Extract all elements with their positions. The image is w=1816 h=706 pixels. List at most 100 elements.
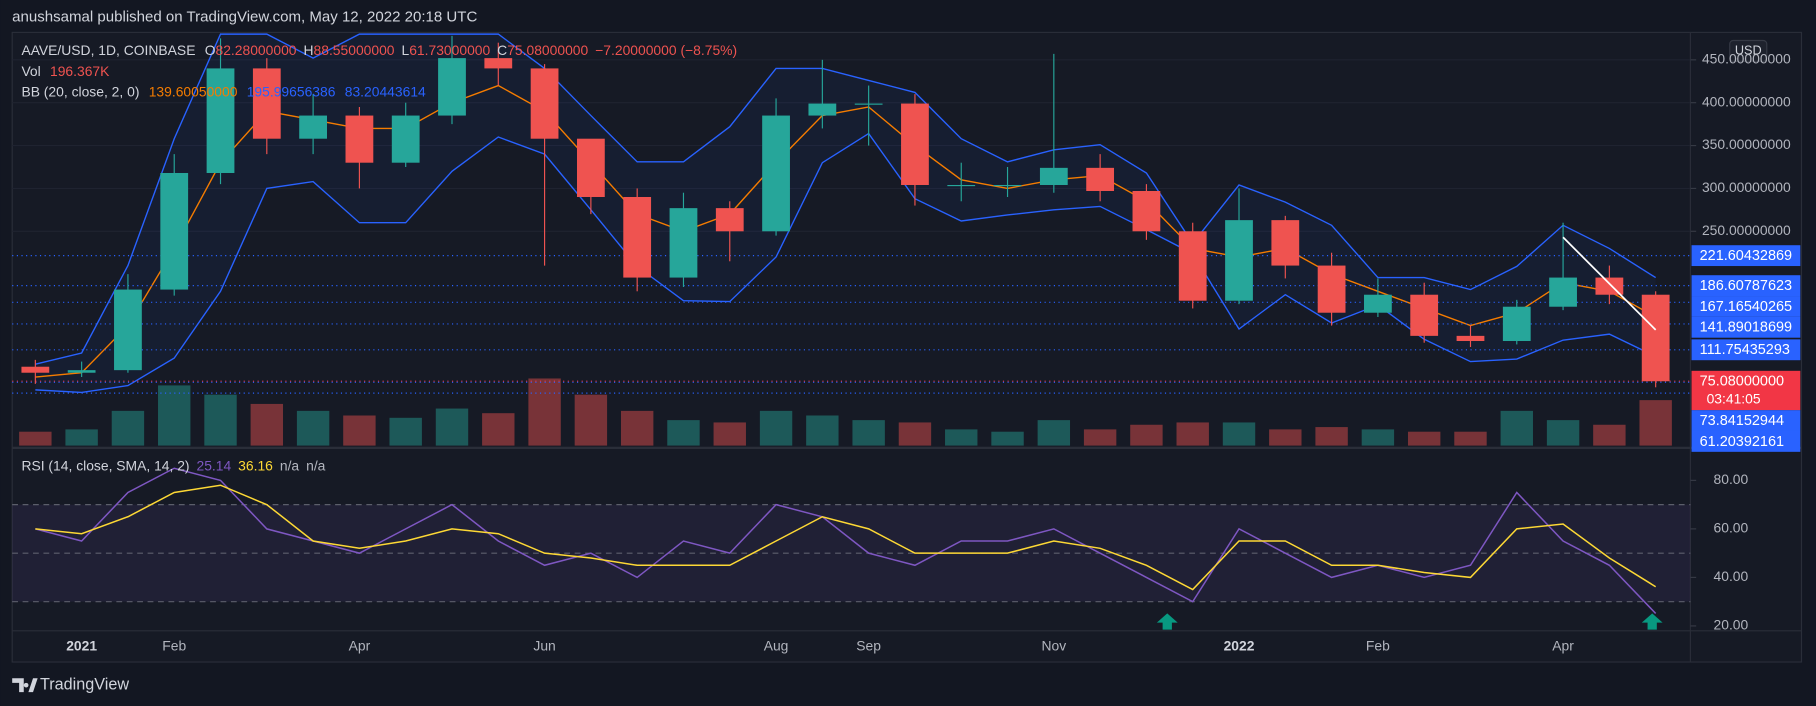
volume-bar — [1639, 400, 1672, 446]
plot-layer: 250.00000000 300.00000000 350.00000000 400.… — [12, 33, 1801, 654]
volume-bar — [158, 385, 191, 446]
y-tick-label: 40.00 — [1714, 568, 1749, 584]
volume-bar — [713, 422, 746, 446]
volume-bar — [1083, 429, 1117, 446]
volume-bar — [806, 415, 839, 446]
price-level-box — [1691, 316, 1801, 338]
legend-line: AAVE/USD, 1D, COINBASE O82.28000000 H88.55… — [21, 42, 737, 58]
volume-bar — [250, 403, 284, 446]
volume-bar — [389, 417, 422, 446]
rsi-legend: RSI (14, close, SMA, 14, 2) 25.14 36.16 n/a… — [21, 457, 325, 473]
bollinger-reading: 195.99656386 — [247, 83, 336, 99]
volume-bar — [574, 394, 608, 446]
candle-body — [1178, 231, 1207, 301]
price-level-label: 141.89018699 — [1700, 320, 1792, 336]
candle-body — [576, 138, 605, 197]
price-level-box — [1691, 275, 1801, 297]
candle-body — [993, 184, 1022, 187]
rsi-reading: n/a — [306, 457, 326, 473]
y-tick-label: 20.00 — [1714, 617, 1749, 633]
rsi-line — [35, 467, 1657, 614]
volume-bar — [1269, 429, 1302, 446]
logo[interactable]: TradingView — [12, 675, 129, 693]
y-tick-label: 450.00000000 — [1702, 51, 1791, 67]
countdown: 03:41:05 — [1707, 390, 1761, 406]
bollinger-reading: 83.20443614 — [345, 83, 426, 99]
candle-body — [1317, 265, 1346, 313]
volume-bar — [1361, 429, 1395, 446]
volume-bar — [1546, 420, 1580, 446]
price-level-box — [1691, 370, 1801, 411]
candle-body — [1502, 306, 1531, 342]
candle-body — [1456, 335, 1485, 342]
volume-bar — [435, 408, 469, 446]
currency-button[interactable] — [1729, 39, 1768, 62]
arrow-marker — [1156, 613, 1178, 630]
volume-name: Vol — [21, 62, 40, 78]
volume-bar — [343, 415, 376, 446]
candle-body — [854, 103, 883, 105]
candle-body — [1549, 277, 1577, 307]
volume-bar — [852, 420, 885, 446]
price-level-box — [1691, 410, 1801, 431]
candle-body — [67, 370, 96, 373]
ohlc-value: 88.55000000 — [314, 42, 395, 58]
volume-bar — [945, 429, 978, 446]
legend-line: Vol 196.367K — [21, 62, 110, 78]
logo-icon[interactable] — [12, 678, 38, 693]
y-tick-label: 300.00000000 — [1702, 179, 1791, 195]
price-level-label: 167.16540265 — [1700, 299, 1792, 315]
x-tick-label: Apr — [349, 638, 371, 654]
x-tick-label: Feb — [1366, 638, 1390, 654]
price-level-box — [1691, 245, 1801, 267]
price-level-box — [1691, 430, 1801, 452]
currency-label[interactable]: USD — [1735, 42, 1762, 57]
ohlc-label: H — [303, 42, 313, 58]
candle-body — [160, 172, 189, 290]
price-level-label: 75.08000000 — [1700, 374, 1784, 390]
logo-text[interactable]: TradingView — [40, 675, 129, 693]
price-level-box — [1691, 339, 1801, 361]
y-tick-label: 60.00 — [1714, 520, 1749, 536]
x-tick-label: 2022 — [1224, 638, 1255, 654]
y-tick-label: 350.00000000 — [1702, 136, 1791, 152]
y-tick-label: 80.00 — [1714, 471, 1749, 487]
candle-body — [21, 366, 50, 373]
volume-bar — [1222, 422, 1256, 446]
candle-body — [1086, 167, 1115, 191]
candle-body — [808, 103, 837, 116]
candle-body — [114, 289, 142, 371]
price-level-box — [1691, 296, 1801, 317]
volume-bar — [111, 410, 145, 446]
volume-bar — [19, 431, 52, 446]
candle-body — [1225, 220, 1253, 301]
volume-bar — [1315, 427, 1348, 446]
trendline — [1562, 236, 1657, 331]
volume-bar — [1500, 410, 1533, 446]
candle-body — [762, 115, 790, 232]
rsi-reading: n/a — [280, 457, 300, 473]
markers — [1156, 613, 1663, 630]
candle-body — [345, 115, 374, 163]
bollinger-name: BB (20, close, 2, 0) — [21, 83, 139, 99]
rsi-line — [35, 484, 1657, 591]
candle-body — [299, 115, 327, 139]
ohlc-value: 82.28000000 — [216, 42, 297, 58]
volume-bar — [296, 410, 330, 446]
symbol: AAVE/USD, 1D, COINBASE — [21, 42, 195, 58]
header-text: anushsamal published on TradingView.com,… — [12, 8, 477, 25]
bollinger-reading: 139.60050000 — [149, 83, 238, 99]
x-tick-label: Aug — [764, 638, 789, 654]
x-tick-label: Apr — [1552, 638, 1574, 654]
volume-bar — [759, 410, 793, 446]
volume-bar — [898, 422, 932, 446]
x-tick-label: Feb — [162, 638, 186, 654]
price-level-label: 221.60432869 — [1700, 248, 1792, 264]
candle-body — [1641, 294, 1670, 382]
x-tick-label: Jun — [533, 638, 555, 654]
candle-body — [715, 208, 744, 232]
ohlc-value: 61.73000000 — [409, 42, 490, 58]
change: −7.20000000 (−8.75%) — [595, 42, 737, 58]
